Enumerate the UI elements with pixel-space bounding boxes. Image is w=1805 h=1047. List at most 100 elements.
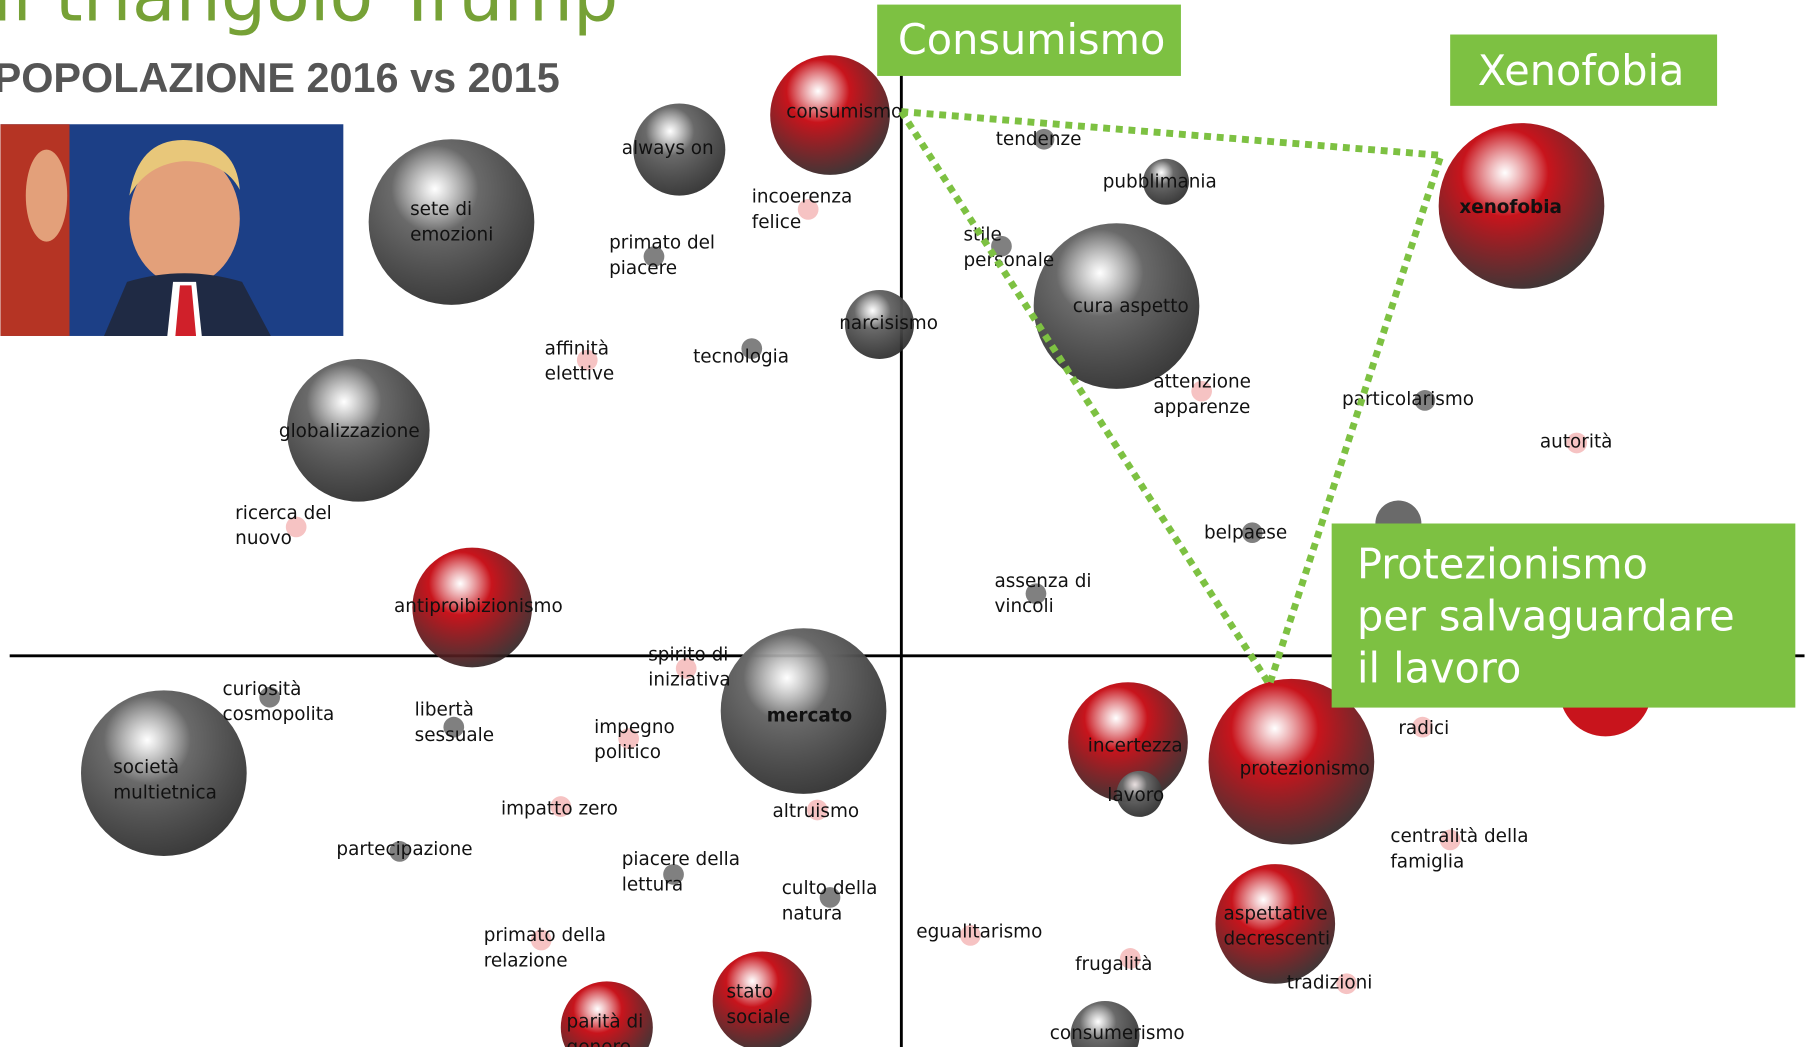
bubble-label: xenofobia [1459, 197, 1562, 218]
bubble [1438, 123, 1605, 289]
bubble-label: partecipazione [336, 839, 472, 860]
triangle [898, 108, 1446, 693]
bubble [797, 199, 819, 220]
bubble [1033, 223, 1200, 389]
bubble [1336, 973, 1357, 995]
bubble-label: impatto zero [501, 799, 618, 820]
bubble [1119, 948, 1141, 969]
callout-box [1450, 34, 1718, 106]
bubble [1068, 682, 1188, 802]
bubble-label: particolarismo [1342, 389, 1474, 410]
bubble-label: lavoro [1107, 785, 1164, 806]
callout-box [877, 4, 1181, 76]
bubble [643, 246, 665, 267]
bubble-label: altruismo [772, 801, 859, 822]
bubble [991, 235, 1012, 257]
bubble [741, 338, 763, 359]
bubble [550, 796, 572, 817]
bubble-label: affinità [545, 338, 609, 359]
bubble [259, 686, 281, 708]
subtitle: POPOLAZIONE 2016 vs 2015 [0, 55, 560, 101]
photo [0, 124, 344, 336]
bubble-label: primato della [484, 925, 606, 946]
callout-text: Protezionismo [1357, 541, 1648, 589]
bubble-label: genere [567, 1037, 631, 1047]
bubble-label: famiglia [1390, 852, 1464, 873]
bubble-label: aspettative [1224, 903, 1328, 924]
bubble-label: globalizzazione [279, 421, 420, 442]
bubble [560, 981, 653, 1047]
bubble [368, 139, 535, 305]
bubble-label: natura [782, 903, 843, 924]
bubble-label: attenzione [1153, 372, 1251, 393]
bubble-label: tradizioni [1287, 972, 1373, 993]
bubble [819, 887, 841, 908]
bubble [1191, 380, 1212, 402]
bubble [675, 658, 697, 679]
bubble [1412, 716, 1433, 738]
bubble-label: stato [726, 982, 773, 1003]
bubble [443, 716, 465, 738]
bubble-label: antiproibizionismo [394, 596, 563, 617]
callout-text: Xenofobia [1478, 47, 1685, 95]
bubble-label: pubblimania [1103, 172, 1217, 193]
bubble [618, 728, 640, 750]
bubble [633, 103, 726, 196]
bubble-label: società [113, 757, 179, 778]
bubble-label: personale [963, 250, 1054, 271]
bubble-label: libertà [415, 700, 474, 721]
bubble [1414, 390, 1436, 411]
bubble-label: stile [963, 224, 1001, 245]
bubble-label: curiosità [223, 679, 302, 700]
bubble-label: politico [594, 742, 661, 763]
bubble-label: vincoli [995, 596, 1054, 617]
bubble-label: nuovo [235, 528, 292, 549]
bubble-label: belpaese [1204, 522, 1287, 543]
bubble-label: cura aspetto [1073, 296, 1189, 317]
callout-text: per salvaguardare [1357, 593, 1735, 641]
bubble [1566, 432, 1588, 454]
callout-text: il lavoro [1357, 644, 1521, 692]
bubble [712, 951, 812, 1047]
bubble-label: decrescenti [1224, 929, 1331, 950]
bubble [1070, 1000, 1140, 1047]
bubble [1208, 678, 1375, 845]
bubble [389, 841, 411, 862]
bubble-label: piacere [609, 258, 677, 279]
bubble-label: iniziativa [648, 670, 730, 691]
bubble-label: sete di [410, 199, 472, 220]
bubble-label: felice [752, 212, 801, 233]
bubble [81, 690, 247, 857]
bubble-label: tendenze [996, 129, 1082, 150]
bubble [1116, 770, 1163, 817]
bubble-label: elettive [545, 364, 614, 385]
bubble-label: protezionismo [1240, 758, 1370, 779]
bubble [1241, 522, 1263, 544]
bubble-label: assenza di [995, 571, 1092, 592]
bubble-label: incertezza [1088, 735, 1183, 756]
bubble [1215, 864, 1336, 984]
callout-box [1331, 523, 1796, 708]
bubble [960, 925, 981, 946]
bubble-label: piacere della [622, 849, 740, 870]
bubble-label: culto della [782, 878, 878, 899]
bubble-label: sociale [726, 1007, 790, 1028]
bubble [807, 799, 828, 821]
bubble-label: spirito di [648, 644, 728, 665]
bubble-label: always on [622, 138, 714, 159]
bubble-label: tecnologia [693, 346, 789, 367]
bubble [530, 929, 552, 951]
bubble-label: primato del [609, 233, 715, 254]
bubble [844, 289, 915, 359]
bubble-label: radici [1398, 718, 1449, 739]
bubble-label: narcisismo [839, 313, 938, 334]
bubble-label: consumerismo [1050, 1023, 1185, 1044]
bubble-label: ricerca del [235, 503, 332, 524]
bubble-label: incoerenza [752, 186, 853, 207]
callout-text: Consumismo [898, 16, 1165, 64]
bubble-label: sessuale [415, 725, 494, 746]
bubble [1025, 583, 1047, 605]
bubble-label: parità di [567, 1011, 644, 1032]
